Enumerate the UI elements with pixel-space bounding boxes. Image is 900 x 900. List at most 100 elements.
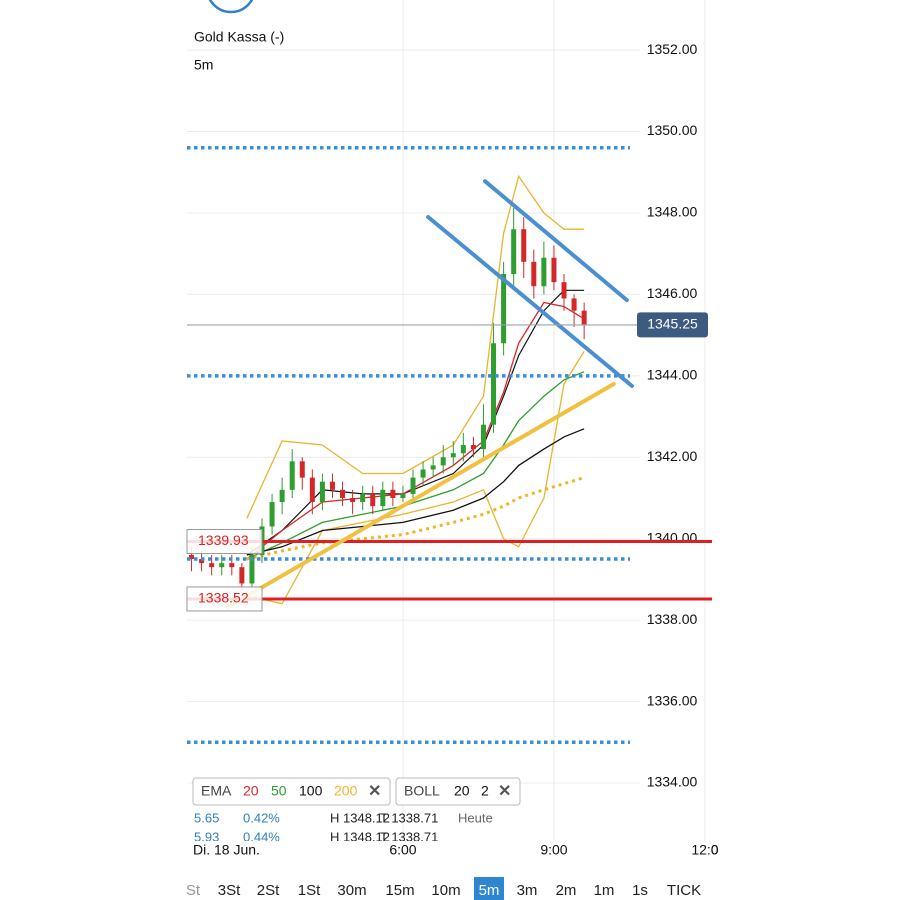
candle-body bbox=[209, 563, 215, 568]
y-tick-label: 1334.00 bbox=[647, 774, 698, 790]
grid bbox=[187, 0, 706, 840]
candle-body bbox=[199, 559, 205, 564]
candle-body bbox=[400, 493, 406, 498]
candle-body bbox=[219, 563, 225, 568]
y-tick-label: 1342.00 bbox=[647, 448, 698, 464]
candle-body bbox=[420, 469, 426, 478]
info-mask bbox=[187, 841, 712, 863]
ema-line bbox=[246, 371, 585, 560]
ema-period: 20 bbox=[243, 783, 259, 799]
info-text: H 1348.12 bbox=[330, 829, 390, 844]
candle-body bbox=[239, 567, 245, 584]
candle-body bbox=[299, 461, 305, 478]
boll-label: BOLL bbox=[404, 783, 440, 799]
timeframe-button[interactable]: 3St bbox=[218, 882, 241, 899]
ema-label: EMA bbox=[201, 783, 232, 799]
instrument-title: Gold Kassa (-) bbox=[194, 29, 284, 45]
candle-body bbox=[269, 502, 275, 527]
candle-body bbox=[189, 554, 195, 560]
candle-body bbox=[279, 489, 285, 503]
timeframe-button[interactable]: 2St bbox=[257, 882, 280, 899]
ema-line bbox=[246, 476, 585, 561]
candle-body bbox=[430, 465, 436, 470]
date-label: Di. 18 Jun. bbox=[193, 842, 260, 858]
trend-line bbox=[426, 215, 634, 388]
candle-body bbox=[360, 493, 366, 503]
candle-body bbox=[249, 554, 255, 584]
candle-body bbox=[581, 310, 587, 325]
y-tick-label: 1336.00 bbox=[647, 692, 698, 708]
timeframe-button[interactable]: St bbox=[186, 882, 201, 899]
candle-body bbox=[289, 461, 295, 490]
candle-body bbox=[470, 445, 476, 450]
ema-legend[interactable] bbox=[192, 777, 391, 806]
timeframe-button[interactable]: 1s bbox=[632, 882, 648, 899]
candle-body bbox=[319, 481, 325, 503]
candle-body bbox=[501, 274, 507, 344]
interval: 5m bbox=[194, 57, 213, 73]
candle-body bbox=[440, 457, 446, 466]
overlay: 1334.001336.001338.001340.001342.001344.… bbox=[186, 41, 719, 900]
candle-body bbox=[521, 229, 527, 262]
info-text: T 1338.71 bbox=[380, 810, 438, 825]
info-text: 5.65 bbox=[194, 810, 219, 825]
y-tick-label: 1350.00 bbox=[647, 122, 698, 138]
boll-deviation: 2 bbox=[481, 783, 489, 799]
timeframe-button[interactable]: 2m bbox=[556, 882, 577, 899]
candle-body bbox=[460, 445, 466, 454]
level-tag bbox=[186, 529, 263, 555]
level-tag bbox=[186, 586, 263, 612]
info-text: H 1348.12 bbox=[330, 810, 390, 825]
candle-body bbox=[229, 563, 235, 568]
timeframe-button[interactable]: 30m bbox=[337, 882, 366, 899]
timeframe-active[interactable] bbox=[474, 877, 504, 900]
candle-body bbox=[531, 261, 537, 287]
candle-body bbox=[561, 282, 567, 299]
y-tick-label: 1352.00 bbox=[647, 41, 698, 57]
timeframe-button[interactable]: 3m bbox=[517, 882, 538, 899]
timeframe-button[interactable]: 10m bbox=[431, 882, 460, 899]
candle-body bbox=[480, 424, 486, 450]
candle-body bbox=[410, 477, 416, 494]
info-text: T 1338.71 bbox=[380, 829, 438, 844]
timeframe-button[interactable]: 1St bbox=[298, 882, 321, 899]
boll-upper bbox=[246, 174, 585, 519]
candle-body bbox=[491, 343, 497, 425]
level-tag-label: 1338.52 bbox=[198, 590, 249, 606]
info-text: 0.44% bbox=[243, 829, 280, 844]
boll-mid bbox=[246, 289, 585, 556]
boll-close[interactable]: ✕ bbox=[498, 783, 511, 800]
trend-line bbox=[225, 382, 616, 610]
ema-period: 50 bbox=[271, 783, 287, 799]
candle-body bbox=[350, 497, 356, 503]
timeframe-button[interactable]: TICK bbox=[667, 882, 701, 899]
level-tag-label: 1339.93 bbox=[198, 532, 249, 548]
timeframe-button[interactable]: 1m bbox=[594, 882, 615, 899]
info-text: 0.42% bbox=[243, 810, 280, 825]
ema-period: 200 bbox=[334, 783, 358, 799]
info-text: Heute bbox=[458, 810, 493, 825]
candle-body bbox=[571, 298, 577, 311]
candle-body bbox=[551, 257, 557, 283]
logo bbox=[208, 0, 254, 14]
candle-body bbox=[340, 489, 346, 498]
x-tick-label: 12:0 bbox=[691, 842, 718, 858]
candle-body bbox=[450, 453, 456, 458]
y-tick-label: 1346.00 bbox=[647, 285, 698, 301]
timeframe-button[interactable]: 15m bbox=[385, 882, 414, 899]
ema-close[interactable]: ✕ bbox=[368, 783, 381, 800]
candle-body bbox=[380, 489, 386, 507]
x-tick-label: 9:00 bbox=[540, 842, 567, 858]
candle-body bbox=[309, 477, 315, 503]
current-price-label: 1345.25 bbox=[647, 316, 698, 332]
timeframe-button[interactable]: 5m bbox=[479, 882, 500, 899]
candle-body bbox=[541, 257, 547, 287]
info-text: 5.93 bbox=[194, 829, 219, 844]
current-price-box bbox=[637, 312, 708, 338]
boll-legend[interactable] bbox=[395, 777, 521, 806]
y-tick-label: 1338.00 bbox=[647, 611, 698, 627]
y-tick-label: 1344.00 bbox=[647, 367, 698, 383]
ema-period: 100 bbox=[299, 783, 323, 799]
